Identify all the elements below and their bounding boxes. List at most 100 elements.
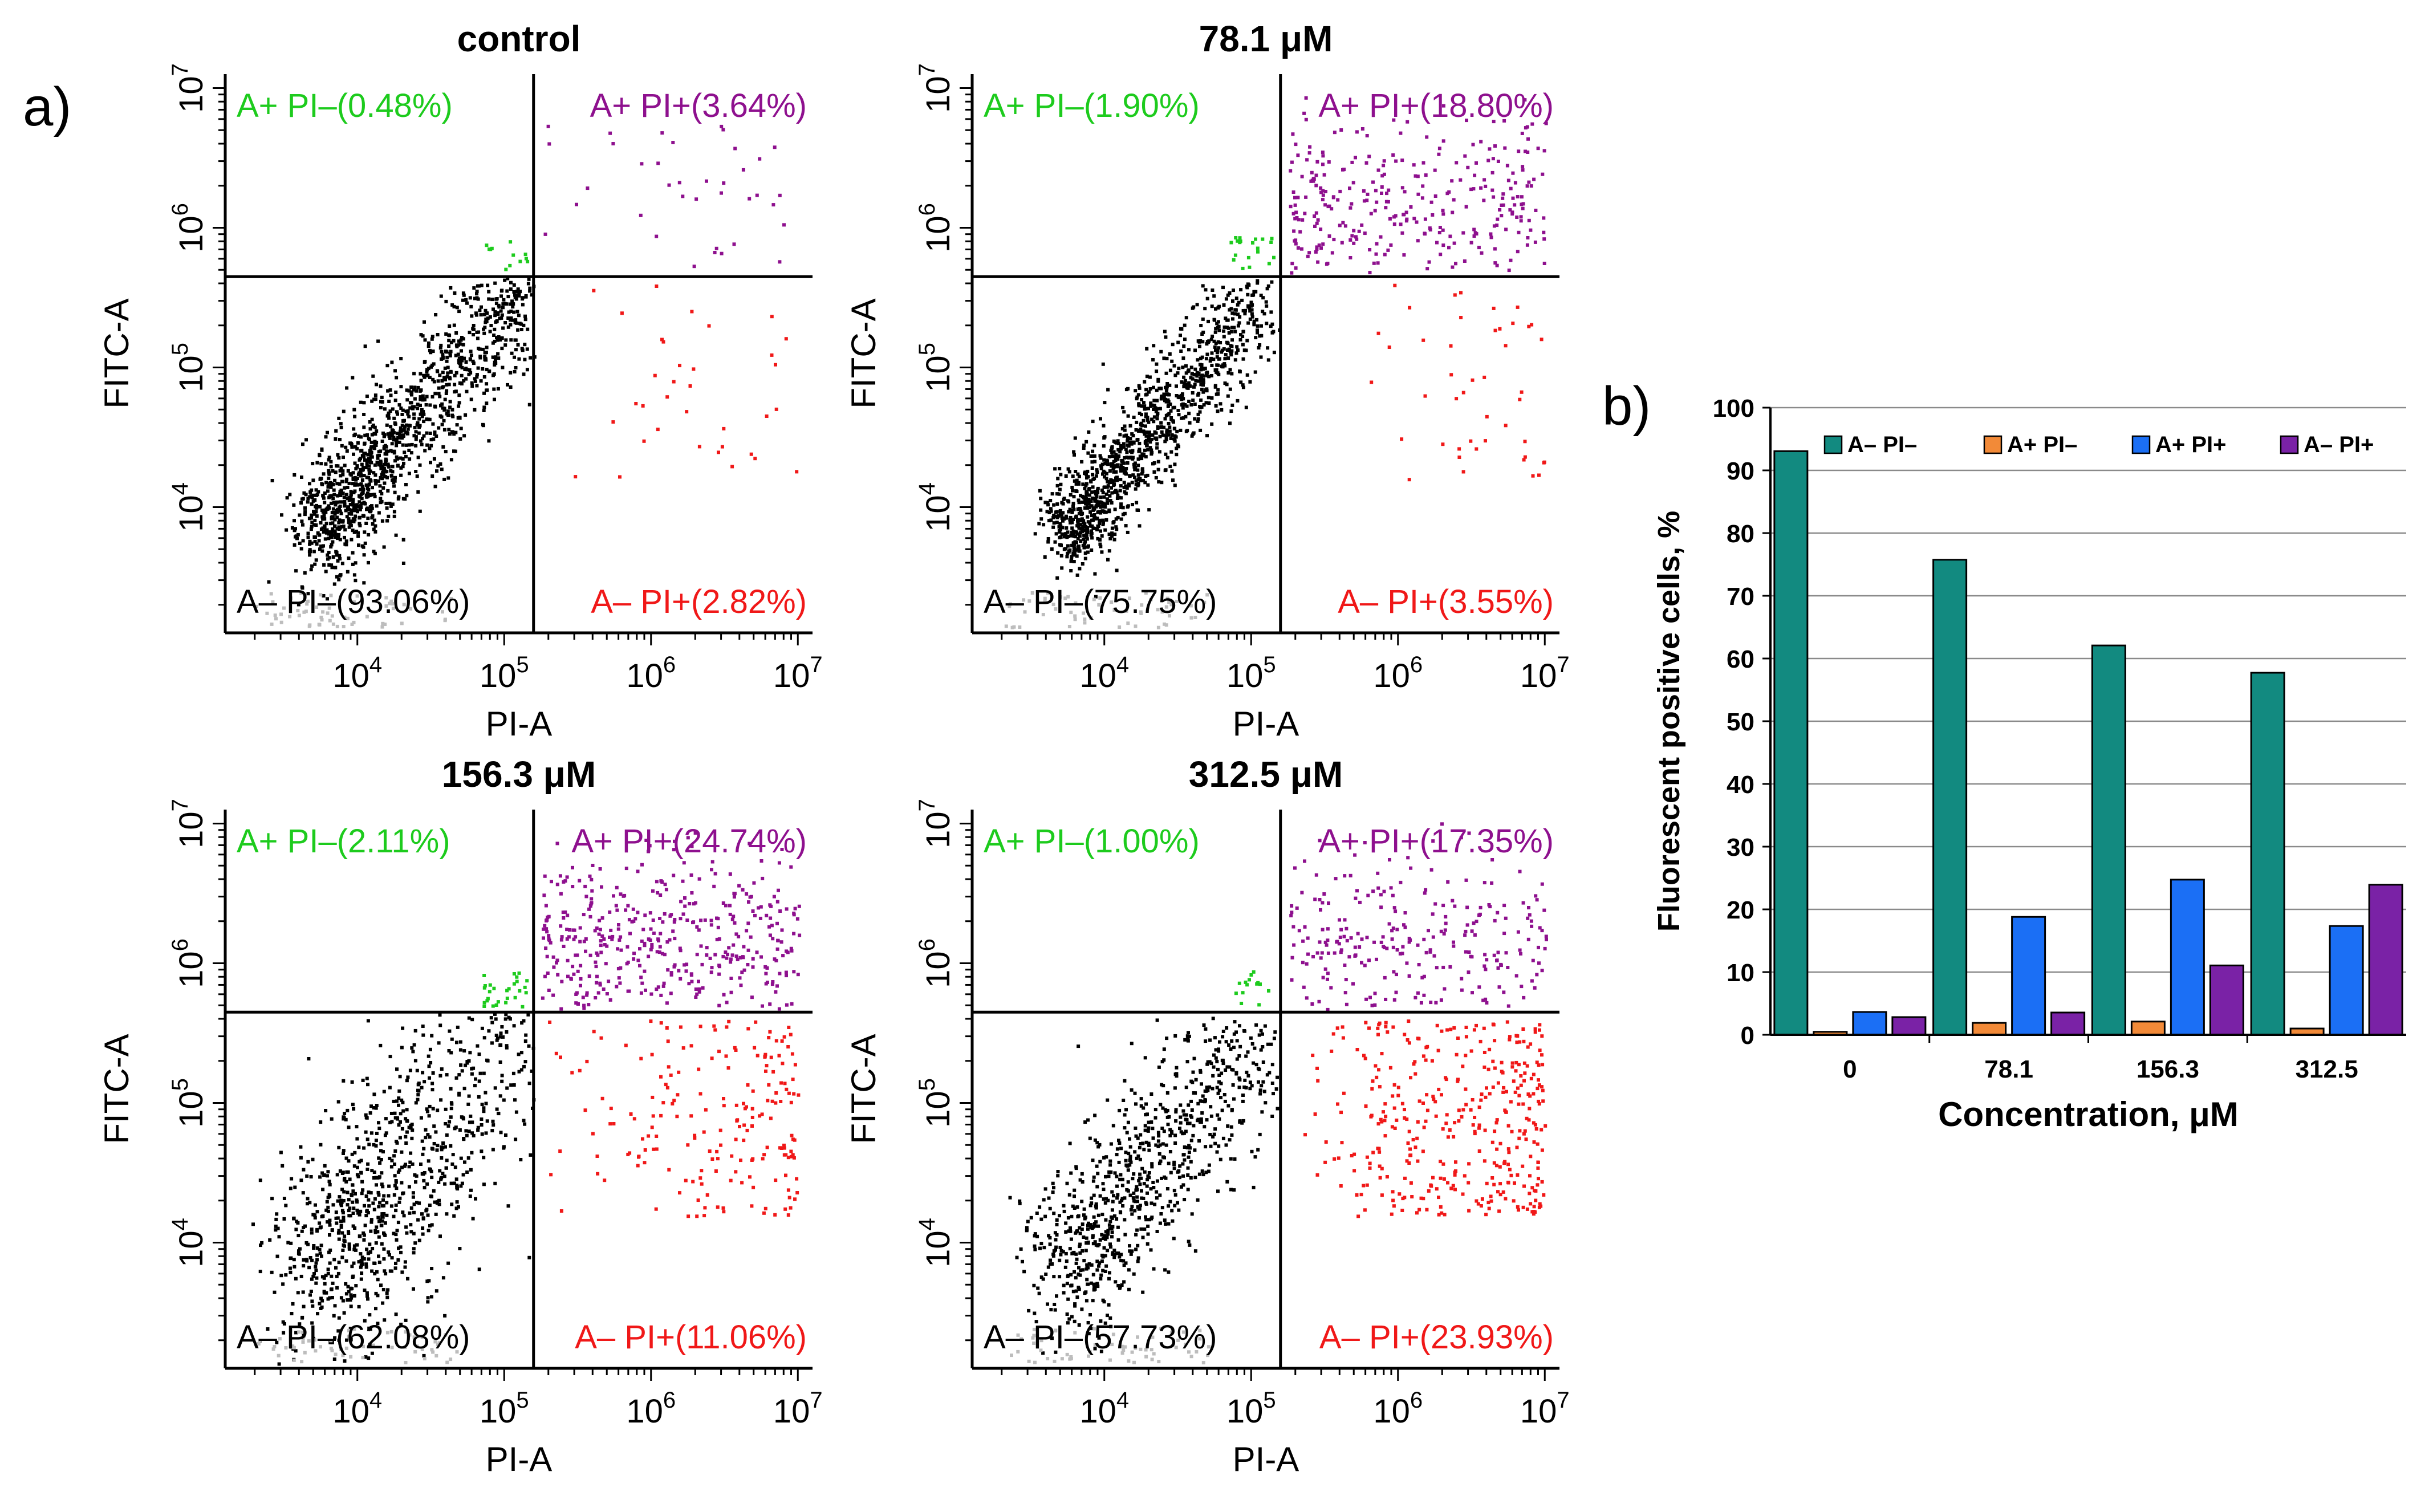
point-black: [504, 1133, 507, 1137]
point-black: [416, 490, 420, 494]
point-black: [445, 1073, 449, 1077]
point-black: [417, 425, 421, 429]
point-purple: [759, 859, 763, 863]
point-black: [337, 1338, 341, 1342]
point-black: [416, 1088, 420, 1092]
point-black: [456, 352, 460, 356]
point-black: [440, 415, 444, 419]
point-black: [362, 1146, 366, 1150]
point-red: [782, 1146, 786, 1150]
point-black: [344, 493, 348, 497]
point-black: [1115, 465, 1119, 469]
point-black: [385, 1295, 389, 1299]
point-gray: [1164, 605, 1168, 609]
point-black: [299, 1178, 303, 1182]
point-red: [795, 470, 799, 474]
point-red: [591, 1132, 595, 1136]
point-black: [499, 289, 503, 293]
point-black: [420, 1212, 424, 1216]
point-black: [1152, 344, 1156, 348]
point-black: [1230, 372, 1234, 376]
point-purple: [700, 962, 704, 966]
point-black: [493, 1181, 497, 1185]
point-purple: [778, 260, 782, 264]
point-purple: [785, 907, 789, 911]
point-black: [407, 1165, 411, 1169]
point-purple: [751, 957, 755, 961]
y-tick-label-text: 104: [168, 482, 210, 532]
point-black: [351, 1275, 355, 1279]
point-red: [1504, 344, 1508, 348]
point-black: [460, 373, 464, 377]
point-gray: [315, 605, 319, 609]
point-black: [399, 1322, 403, 1326]
point-black: [1071, 489, 1075, 493]
point-purple: [1461, 231, 1465, 235]
point-red: [636, 1164, 640, 1168]
point-black: [1077, 498, 1081, 502]
point-purple: [758, 157, 762, 161]
point-black: [462, 434, 466, 438]
point-purple: [579, 964, 583, 968]
point-red: [1376, 331, 1380, 335]
point-black: [447, 383, 451, 387]
point-black: [517, 314, 521, 318]
point-black: [311, 1157, 315, 1161]
point-black: [495, 338, 499, 342]
point-purple: [543, 924, 547, 928]
point-black: [1118, 489, 1122, 493]
point-black: [1061, 502, 1065, 506]
point-black: [357, 543, 360, 547]
point-black: [334, 503, 338, 507]
point-black: [465, 301, 469, 305]
point-black: [354, 561, 358, 565]
point-black: [1165, 393, 1169, 396]
point-black: [294, 527, 297, 531]
point-black: [380, 396, 384, 399]
point-black: [329, 465, 333, 469]
point-black: [1073, 436, 1077, 440]
point-green: [492, 986, 496, 990]
point-black: [1148, 387, 1152, 391]
point-black: [1214, 327, 1218, 331]
point-black: [326, 597, 329, 601]
point-black: [1256, 328, 1259, 332]
point-black: [1086, 520, 1090, 524]
point-purple: [685, 918, 689, 922]
point-black: [479, 313, 483, 317]
point-black: [1077, 525, 1081, 528]
point-black: [1060, 566, 1064, 570]
point-black: [1119, 496, 1123, 500]
point-purple: [595, 926, 599, 930]
point-purple: [679, 900, 683, 904]
point-black: [1142, 454, 1146, 458]
point-black: [367, 1143, 371, 1147]
point-gray: [328, 619, 332, 623]
point-black: [293, 519, 296, 523]
point-black: [493, 339, 497, 343]
point-black: [1113, 464, 1117, 468]
point-black: [298, 513, 302, 517]
point-black: [313, 498, 317, 502]
point-black: [1250, 303, 1254, 307]
point-black: [436, 1144, 440, 1148]
point-black: [1226, 394, 1230, 398]
point-purple: [661, 984, 665, 988]
point-purple: [551, 955, 555, 959]
point-purple: [1493, 247, 1497, 251]
point-purple: [1525, 243, 1529, 247]
point-gray: [279, 620, 283, 624]
point-purple: [572, 972, 576, 976]
point-black: [1075, 532, 1079, 536]
point-black: [1091, 473, 1095, 477]
point-black: [327, 1180, 331, 1184]
point-red: [1522, 458, 1526, 462]
point-black: [1217, 357, 1221, 361]
point-black: [365, 461, 369, 465]
point-black: [1115, 568, 1119, 572]
point-black: [1200, 364, 1204, 368]
point-black: [383, 481, 387, 485]
point-purple: [1321, 162, 1325, 166]
point-black: [506, 1204, 510, 1208]
point-black: [1070, 526, 1074, 530]
